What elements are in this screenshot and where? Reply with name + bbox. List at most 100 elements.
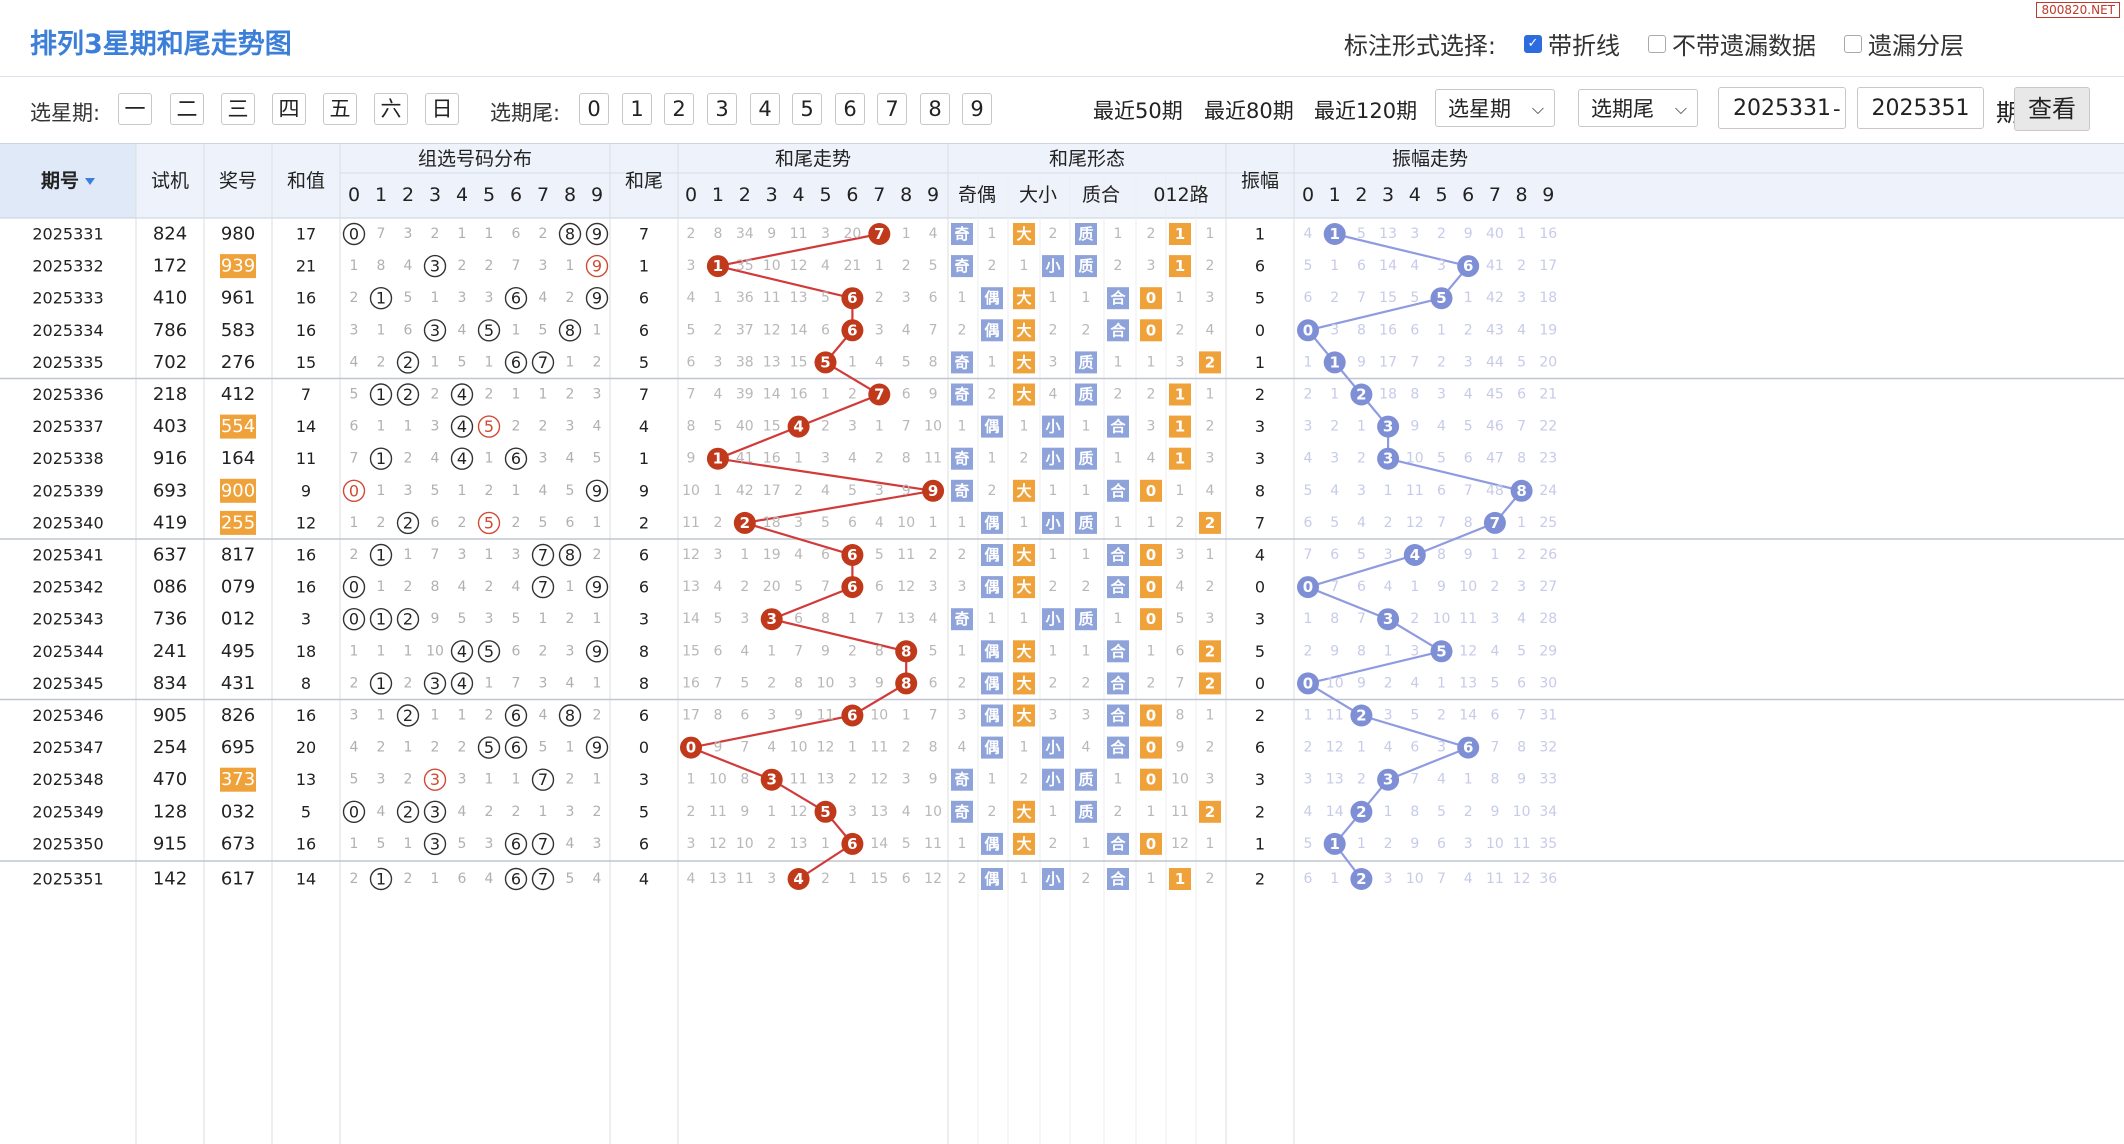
form-miss-cell: 2 — [1082, 675, 1091, 691]
weekday-button[interactable]: 四 — [272, 93, 306, 125]
weekday-button[interactable]: 二 — [170, 93, 204, 125]
option-no-missing[interactable]: 不带遗漏数据 — [1648, 26, 1816, 61]
amp-miss-cell: 35 — [1539, 836, 1557, 852]
tail-select[interactable]: 选期尾 ⌵ — [1578, 89, 1698, 127]
trial-cell: 915 — [153, 833, 187, 854]
amp-miss-cell: 6 — [1410, 322, 1419, 338]
group-ball — [369, 543, 393, 567]
date-to-input[interactable]: 2025351 — [1857, 87, 1984, 129]
group-ball — [342, 222, 366, 246]
form-mark-label: 大 — [1016, 546, 1031, 564]
tail-miss-cell: 5 — [821, 515, 830, 531]
tail-miss-cell: 5 — [929, 643, 938, 659]
weekday-button[interactable]: 五 — [323, 93, 357, 125]
form-mark-label: 大 — [1016, 386, 1031, 404]
amp-miss-cell: 3 — [1437, 387, 1446, 403]
weekday-button[interactable]: 三 — [221, 93, 255, 125]
group-ball-label: 1 — [376, 870, 386, 889]
group-miss-cell: 1 — [377, 322, 386, 338]
form-mark — [1107, 319, 1129, 342]
recent-120-link[interactable]: 最近120期 — [1314, 99, 1418, 123]
tail-cell: 4 — [639, 417, 649, 436]
amp-miss-cell: 2 — [1304, 387, 1313, 403]
amp-miss-cell: 11 — [1406, 483, 1424, 499]
amp-digit-header: 8 — [1516, 184, 1528, 206]
amp-miss-cell: 3 — [1304, 772, 1313, 788]
amp-miss-cell: 7 — [1437, 515, 1446, 531]
option-polyline[interactable]: ✓ 带折线 — [1524, 26, 1620, 61]
form-mark — [951, 383, 973, 406]
prize-cell: 032 — [221, 801, 255, 822]
group-miss-cell: 1 — [485, 451, 494, 467]
form-mark-label: 奇 — [954, 803, 969, 821]
group-ball-label: 3 — [430, 802, 440, 821]
tail-miss-cell: 11 — [924, 836, 942, 852]
recent-80-link[interactable]: 最近80期 — [1204, 99, 1294, 123]
form-mark — [981, 736, 1003, 759]
tail-button[interactable]: 0 — [579, 93, 609, 125]
form-mark-label: 大 — [1016, 803, 1031, 821]
amp-miss-cell: 4 — [1464, 387, 1473, 403]
group-digit-header: 3 — [429, 184, 441, 206]
option-layer[interactable]: 遗漏分层 — [1844, 26, 1964, 61]
group-miss-cell: 5 — [350, 772, 359, 788]
form-miss-cell: 4 — [958, 740, 967, 756]
route-mark — [1140, 736, 1162, 759]
checkbox-icon[interactable] — [1648, 34, 1666, 53]
amp-miss-cell: 3 — [1437, 258, 1446, 274]
group-ball — [450, 447, 474, 470]
amp-miss-cell: 18 — [1379, 387, 1397, 403]
route-miss-cell: 1 — [1147, 354, 1156, 370]
tail-button[interactable]: 6 — [835, 93, 865, 125]
amp-cell: 6 — [1255, 257, 1265, 276]
weekday-button[interactable]: 六 — [374, 93, 408, 125]
recent-50-link[interactable]: 最近50期 — [1093, 99, 1183, 123]
group-miss-cell: 5 — [566, 483, 575, 499]
checkbox-checked-icon[interactable]: ✓ — [1524, 34, 1542, 53]
form-miss-cell: 1 — [1082, 836, 1091, 852]
issue-cell: 2025349 — [32, 802, 103, 821]
group-miss-cell: 5 — [350, 387, 359, 403]
group-ball — [504, 736, 528, 759]
amp-miss-cell: 5 — [1304, 483, 1313, 499]
date-from-input[interactable]: 2025331 — [1718, 87, 1846, 129]
group-miss-cell: 4 — [404, 258, 413, 274]
tail-button[interactable]: 9 — [962, 93, 992, 125]
group-miss-cell: 2 — [431, 740, 440, 756]
tail-miss-cell: 5 — [794, 579, 803, 595]
group-miss-cell: 2 — [458, 515, 467, 531]
form-mark — [981, 544, 1003, 566]
route-mark-label: 1 — [1175, 450, 1185, 468]
amp-miss-cell: 2 — [1384, 675, 1393, 691]
tail-miss-cell: 4 — [821, 483, 830, 499]
amp-miss-cell: 40 — [1486, 226, 1504, 242]
group-miss-cell: 6 — [404, 322, 413, 338]
weekday-button[interactable]: 一 — [118, 93, 152, 125]
weekday-button[interactable]: 日 — [425, 93, 459, 125]
tail-button[interactable]: 3 — [707, 93, 737, 125]
amp-cell: 0 — [1255, 321, 1265, 340]
tail-miss-cell: 7 — [740, 740, 749, 756]
tail-button[interactable]: 1 — [622, 93, 652, 125]
tail-button[interactable]: 7 — [877, 93, 907, 125]
tail-ball — [787, 868, 810, 890]
tail-miss-cell: 10 — [763, 258, 781, 274]
group-miss-cell: 2 — [458, 258, 467, 274]
tail-miss-cell: 6 — [902, 871, 911, 887]
amp-miss-cell: 9 — [1410, 836, 1419, 852]
tail-miss-cell: 2 — [929, 547, 938, 563]
form-miss-cell: 2 — [958, 322, 967, 338]
tail-button[interactable]: 4 — [750, 93, 780, 125]
group-ball — [477, 736, 501, 759]
tail-miss-cell: 8 — [929, 740, 938, 756]
tail-button[interactable]: 5 — [792, 93, 822, 125]
checkbox-icon[interactable] — [1844, 34, 1862, 53]
group-miss-cell: 4 — [566, 836, 575, 852]
tail-miss-cell: 11 — [897, 547, 915, 563]
week-select[interactable]: 选星期 ⌵ — [1435, 89, 1555, 127]
view-button[interactable]: 查看 — [2014, 87, 2090, 131]
amp-miss-cell: 5 — [1410, 708, 1419, 724]
tail-button[interactable]: 2 — [664, 93, 694, 125]
sum-cell: 21 — [296, 257, 316, 276]
tail-button[interactable]: 8 — [920, 93, 950, 125]
